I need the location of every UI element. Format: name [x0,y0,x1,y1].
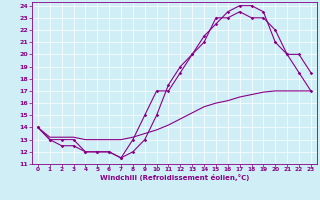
X-axis label: Windchill (Refroidissement éolien,°C): Windchill (Refroidissement éolien,°C) [100,174,249,181]
